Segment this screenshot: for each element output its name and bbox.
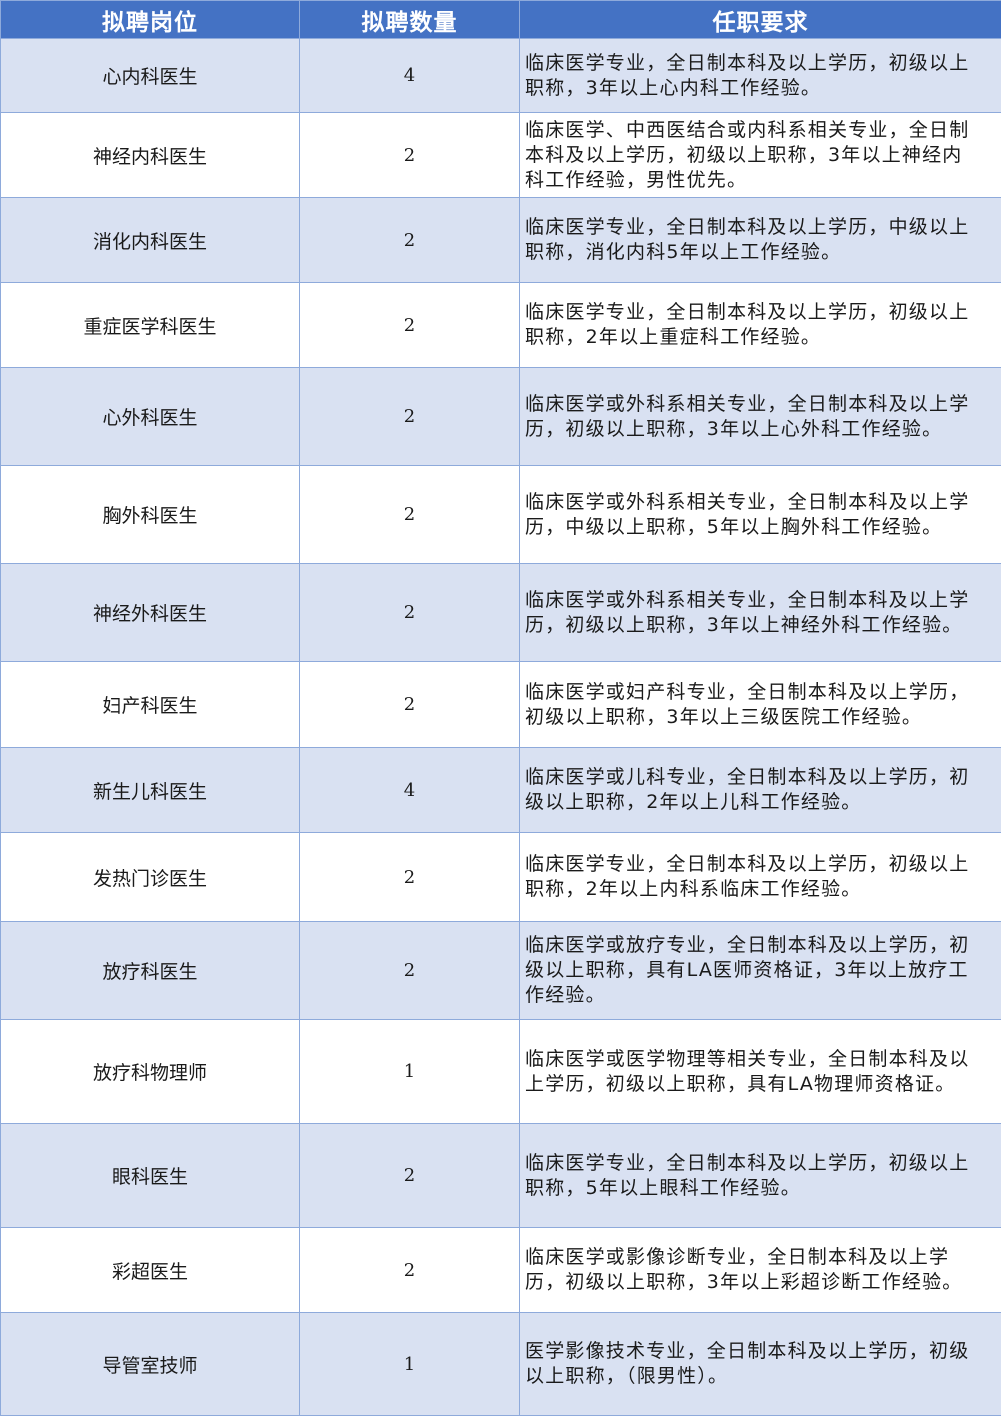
requirement-line: 职称，2年以上内科系临床工作经验。 bbox=[525, 877, 995, 902]
requirements-cell: 临床医学或妇产科专业，全日制本科及以上学历，初级以上职称，3年以上三级医院工作经… bbox=[520, 662, 1001, 748]
requirement-line: 历，中级以上职称，5年以上胸外科工作经验。 bbox=[525, 515, 995, 540]
requirements-cell: 临床医学专业，全日制本科及以上学历，中级以上职称，消化内科5年以上工作经验。 bbox=[520, 198, 1001, 283]
requirement-line: 历，初级以上职称，3年以上彩超诊断工作经验。 bbox=[525, 1270, 995, 1295]
count-cell: 2 bbox=[300, 466, 520, 564]
requirement-line: 级以上职称，2年以上儿科工作经验。 bbox=[525, 790, 995, 815]
count-cell: 2 bbox=[300, 283, 520, 368]
requirements-cell: 临床医学或儿科专业，全日制本科及以上学历，初级以上职称，2年以上儿科工作经验。 bbox=[520, 748, 1001, 833]
count-cell: 1 bbox=[300, 1313, 520, 1416]
position-cell: 妇产科医生 bbox=[1, 662, 300, 748]
position-cell: 消化内科医生 bbox=[1, 198, 300, 283]
requirement-line: 临床医学、中西医结合或内科系相关专业，全日制 bbox=[525, 118, 995, 143]
position-cell: 重症医学科医生 bbox=[1, 283, 300, 368]
requirements-cell: 临床医学专业，全日制本科及以上学历，初级以上职称，2年以上重症科工作经验。 bbox=[520, 283, 1001, 368]
header-count: 拟聘数量 bbox=[300, 1, 520, 39]
count-cell: 2 bbox=[300, 833, 520, 922]
header-requirements: 任职要求 bbox=[520, 1, 1001, 39]
position-cell: 眼科医生 bbox=[1, 1124, 300, 1228]
requirement-line: 科工作经验，男性优先。 bbox=[525, 168, 995, 193]
requirement-line: 临床医学专业，全日制本科及以上学历，中级以上 bbox=[525, 215, 995, 240]
position-cell: 神经外科医生 bbox=[1, 564, 300, 662]
requirements-cell: 临床医学或影像诊断专业，全日制本科及以上学历，初级以上职称，3年以上彩超诊断工作… bbox=[520, 1228, 1001, 1313]
requirements-cell: 临床医学、中西医结合或内科系相关专业，全日制本科及以上学历，初级以上职称，3年以… bbox=[520, 113, 1001, 198]
count-cell: 2 bbox=[300, 564, 520, 662]
requirement-line: 临床医学专业，全日制本科及以上学历，初级以上 bbox=[525, 1151, 995, 1176]
table-header-row: 拟聘岗位 拟聘数量 任职要求 bbox=[1, 1, 1001, 39]
count-cell: 2 bbox=[300, 368, 520, 466]
requirements-cell: 临床医学专业，全日制本科及以上学历，初级以上职称，5年以上眼科工作经验。 bbox=[520, 1124, 1001, 1228]
requirement-line: 临床医学专业，全日制本科及以上学历，初级以上 bbox=[525, 852, 995, 877]
requirement-line: 历，初级以上职称，3年以上神经外科工作经验。 bbox=[525, 613, 995, 638]
requirement-line: 本科及以上学历，初级以上职称，3年以上神经内 bbox=[525, 143, 995, 168]
requirement-line: 临床医学或外科系相关专业，全日制本科及以上学 bbox=[525, 392, 995, 417]
count-cell: 2 bbox=[300, 198, 520, 283]
requirement-line: 临床医学或儿科专业，全日制本科及以上学历，初 bbox=[525, 765, 995, 790]
requirement-line: 临床医学或妇产科专业，全日制本科及以上学历， bbox=[525, 680, 995, 705]
header-position: 拟聘岗位 bbox=[1, 1, 300, 39]
position-cell: 心内科医生 bbox=[1, 39, 300, 113]
position-cell: 放疗科医生 bbox=[1, 922, 300, 1020]
requirements-cell: 临床医学专业，全日制本科及以上学历，初级以上职称，2年以上内科系临床工作经验。 bbox=[520, 833, 1001, 922]
position-cell: 放疗科物理师 bbox=[1, 1020, 300, 1124]
requirement-line: 临床医学或影像诊断专业，全日制本科及以上学 bbox=[525, 1245, 995, 1270]
requirement-line: 临床医学或外科系相关专业，全日制本科及以上学 bbox=[525, 588, 995, 613]
requirements-cell: 临床医学专业，全日制本科及以上学历，初级以上职称，3年以上心内科工作经验。 bbox=[520, 39, 1001, 113]
requirement-line: 以上职称，（限男性）。 bbox=[525, 1364, 995, 1389]
count-cell: 2 bbox=[300, 1228, 520, 1313]
count-cell: 4 bbox=[300, 748, 520, 833]
requirement-line: 临床医学专业，全日制本科及以上学历，初级以上 bbox=[525, 300, 995, 325]
position-cell: 心外科医生 bbox=[1, 368, 300, 466]
requirements-cell: 临床医学或医学物理等相关专业，全日制本科及以上学历，初级以上职称，具有LA物理师… bbox=[520, 1020, 1001, 1124]
count-cell: 4 bbox=[300, 39, 520, 113]
count-cell: 2 bbox=[300, 1124, 520, 1228]
requirement-line: 上学历，初级以上职称，具有LA物理师资格证。 bbox=[525, 1072, 995, 1097]
requirement-line: 职称，5年以上眼科工作经验。 bbox=[525, 1176, 995, 1201]
position-cell: 发热门诊医生 bbox=[1, 833, 300, 922]
requirement-line: 临床医学或放疗专业，全日制本科及以上学历，初 bbox=[525, 933, 995, 958]
requirements-cell: 医学影像技术专业，全日制本科及以上学历，初级以上职称，（限男性）。 bbox=[520, 1313, 1001, 1416]
requirement-line: 作经验。 bbox=[525, 983, 995, 1008]
requirements-cell: 临床医学或放疗专业，全日制本科及以上学历，初级以上职称，具有LA医师资格证，3年… bbox=[520, 922, 1001, 1020]
requirement-line: 职称，3年以上心内科工作经验。 bbox=[525, 76, 995, 101]
requirement-line: 职称，2年以上重症科工作经验。 bbox=[525, 325, 995, 350]
requirements-cell: 临床医学或外科系相关专业，全日制本科及以上学历，中级以上职称，5年以上胸外科工作… bbox=[520, 466, 1001, 564]
position-cell: 胸外科医生 bbox=[1, 466, 300, 564]
requirements-cell: 临床医学或外科系相关专业，全日制本科及以上学历，初级以上职称，3年以上心外科工作… bbox=[520, 368, 1001, 466]
requirement-line: 职称，消化内科5年以上工作经验。 bbox=[525, 240, 995, 265]
position-cell: 新生儿科医生 bbox=[1, 748, 300, 833]
requirement-line: 临床医学或医学物理等相关专业，全日制本科及以 bbox=[525, 1047, 995, 1072]
requirement-line: 临床医学专业，全日制本科及以上学历，初级以上 bbox=[525, 51, 995, 76]
requirement-line: 历，初级以上职称，3年以上心外科工作经验。 bbox=[525, 417, 995, 442]
requirement-line: 临床医学或外科系相关专业，全日制本科及以上学 bbox=[525, 490, 995, 515]
count-cell: 2 bbox=[300, 113, 520, 198]
count-cell: 2 bbox=[300, 922, 520, 1020]
requirement-line: 级以上职称，具有LA医师资格证，3年以上放疗工 bbox=[525, 958, 995, 983]
requirements-cell: 临床医学或外科系相关专业，全日制本科及以上学历，初级以上职称，3年以上神经外科工… bbox=[520, 564, 1001, 662]
requirement-line: 医学影像技术专业，全日制本科及以上学历，初级 bbox=[525, 1339, 995, 1364]
count-cell: 1 bbox=[300, 1020, 520, 1124]
position-cell: 导管室技师 bbox=[1, 1313, 300, 1416]
requirement-line: 初级以上职称，3年以上三级医院工作经验。 bbox=[525, 705, 995, 730]
position-cell: 神经内科医生 bbox=[1, 113, 300, 198]
position-cell: 彩超医生 bbox=[1, 1228, 300, 1313]
count-cell: 2 bbox=[300, 662, 520, 748]
